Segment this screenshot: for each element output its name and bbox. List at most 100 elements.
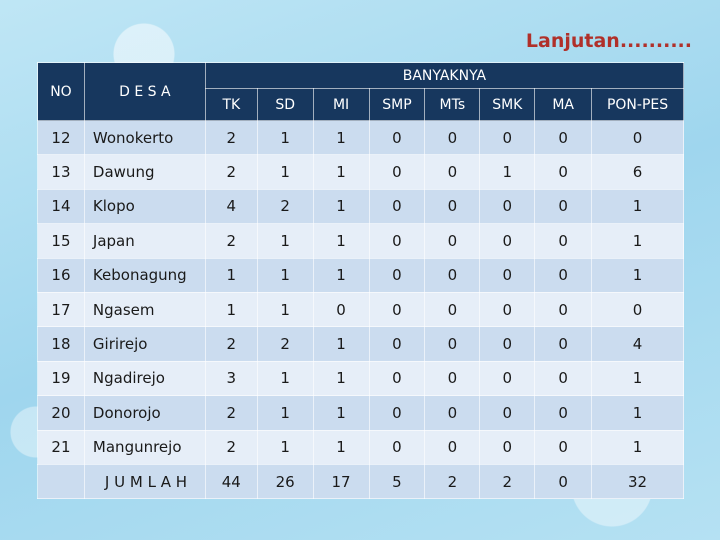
table-cell: 0 <box>368 395 426 431</box>
header-cell: SMK <box>479 88 536 121</box>
table-cell: 1 <box>312 188 370 225</box>
table-cell: 0 <box>368 223 426 259</box>
table-cell: Donorojo <box>83 395 206 431</box>
header-cell: BANYAKNYA <box>204 62 685 89</box>
table-cell: 0 <box>479 119 536 156</box>
table-row: 19 Ngadirejo 3 1 1 0 0 0 0 1 <box>37 360 684 397</box>
table-cell: 1 <box>591 429 684 465</box>
total-cell: 2 <box>424 463 481 500</box>
table-cell: 1 <box>204 257 258 293</box>
table-cell: 2 <box>256 326 314 362</box>
header-cell: PON-PES <box>591 88 684 121</box>
table-cell: 1 <box>312 223 370 259</box>
table-cell: 1 <box>312 429 370 465</box>
table-cell: 1 <box>256 395 314 431</box>
table-row: 12 Wonokerto 2 1 1 0 0 0 0 0 <box>37 119 684 156</box>
table-cell: 2 <box>204 223 258 259</box>
header-cell: TK <box>204 88 258 121</box>
table-cell: Kebonagung <box>83 257 206 293</box>
table-cell: 0 <box>424 360 481 397</box>
table-cell: 12 <box>37 119 85 156</box>
table-cell: 1 <box>256 429 314 465</box>
table-cell: 0 <box>424 154 481 190</box>
total-cell: 32 <box>591 463 684 500</box>
table-cell: 0 <box>479 326 536 362</box>
table-cell: 1 <box>256 257 314 293</box>
table-row: 21 Mangunrejo 2 1 1 0 0 0 0 1 <box>37 429 684 465</box>
table-cell: 0 <box>479 223 536 259</box>
table-cell: 0 <box>368 429 426 465</box>
table-cell: Mangunrejo <box>83 429 206 465</box>
table-cell: 0 <box>591 291 684 328</box>
table-cell: 20 <box>37 395 85 431</box>
total-cell: 44 <box>204 463 258 500</box>
table-cell: 1 <box>256 291 314 328</box>
table-cell: 0 <box>534 291 593 328</box>
table-cell: 2 <box>256 188 314 225</box>
table-cell: 1 <box>591 395 684 431</box>
table-cell: 2 <box>204 154 258 190</box>
data-table: NO D E S A BANYAKNYA TK SD MI SMP MTs SMK MA PO… <box>37 62 685 500</box>
table-cell: Girirejo <box>83 326 206 362</box>
table-cell: 0 <box>368 326 426 362</box>
table-cell: 6 <box>591 154 684 190</box>
table-cell: 1 <box>312 395 370 431</box>
table-cell: 2 <box>204 119 258 156</box>
table-cell: 4 <box>591 326 684 362</box>
slide-title: Lanjutan.......... <box>525 30 692 52</box>
table-cell: 0 <box>424 257 481 293</box>
table-row: 20 Donorojo 2 1 1 0 0 0 0 1 <box>37 395 684 431</box>
table-cell: 0 <box>368 360 426 397</box>
table-row: 16 Kebonagung 1 1 1 0 0 0 0 1 <box>37 257 684 293</box>
header-cell: MTs <box>424 88 481 121</box>
table-cell: Ngasem <box>83 291 206 328</box>
table-cell: 1 <box>591 257 684 293</box>
total-cell: 26 <box>256 463 314 500</box>
table-cell: 16 <box>37 257 85 293</box>
table-cell: 1 <box>312 326 370 362</box>
table-cell: 0 <box>424 188 481 225</box>
table-cell: 0 <box>424 223 481 259</box>
table-cell: Dawung <box>83 154 206 190</box>
table-cell: 0 <box>534 119 593 156</box>
total-row: J U M L A H 44 26 17 5 2 2 0 32 <box>37 463 684 500</box>
table-cell: 0 <box>424 119 481 156</box>
table-cell: 1 <box>256 154 314 190</box>
table-cell: 0 <box>534 257 593 293</box>
table-cell: 1 <box>256 360 314 397</box>
table-cell: Wonokerto <box>83 119 206 156</box>
table-cell: 0 <box>534 326 593 362</box>
total-cell: 2 <box>479 463 536 500</box>
header-cell: SD <box>256 88 314 121</box>
table-cell: 15 <box>37 223 85 259</box>
table-cell: 0 <box>424 429 481 465</box>
table-cell: 0 <box>479 429 536 465</box>
table-cell: 1 <box>312 360 370 397</box>
table-cell: 0 <box>479 291 536 328</box>
table-cell: 17 <box>37 291 85 328</box>
table-cell: Japan <box>83 223 206 259</box>
table-row: 17 Ngasem 1 1 0 0 0 0 0 0 <box>37 291 684 328</box>
table-cell: 0 <box>479 188 536 225</box>
table-cell: 2 <box>204 395 258 431</box>
table-cell: 1 <box>204 291 258 328</box>
table-cell: Ngadirejo <box>83 360 206 397</box>
table-cell: 0 <box>591 119 684 156</box>
header-cell: SMP <box>368 88 426 121</box>
table-cell: 0 <box>479 395 536 431</box>
table-cell: 0 <box>479 257 536 293</box>
table-cell: 0 <box>534 188 593 225</box>
table-cell: Klopo <box>83 188 206 225</box>
table-cell: 0 <box>534 223 593 259</box>
table-cell: 0 <box>312 291 370 328</box>
table-row: 14 Klopo 4 2 1 0 0 0 0 1 <box>37 188 684 225</box>
table-cell: 0 <box>368 154 426 190</box>
table-cell: 0 <box>424 395 481 431</box>
table-row: 18 Girirejo 2 2 1 0 0 0 0 4 <box>37 326 684 362</box>
table-row: 15 Japan 2 1 1 0 0 0 0 1 <box>37 223 684 259</box>
table-cell: 1 <box>479 154 536 190</box>
table-cell: 0 <box>368 188 426 225</box>
table-cell: 0 <box>368 257 426 293</box>
table-cell: 0 <box>368 119 426 156</box>
